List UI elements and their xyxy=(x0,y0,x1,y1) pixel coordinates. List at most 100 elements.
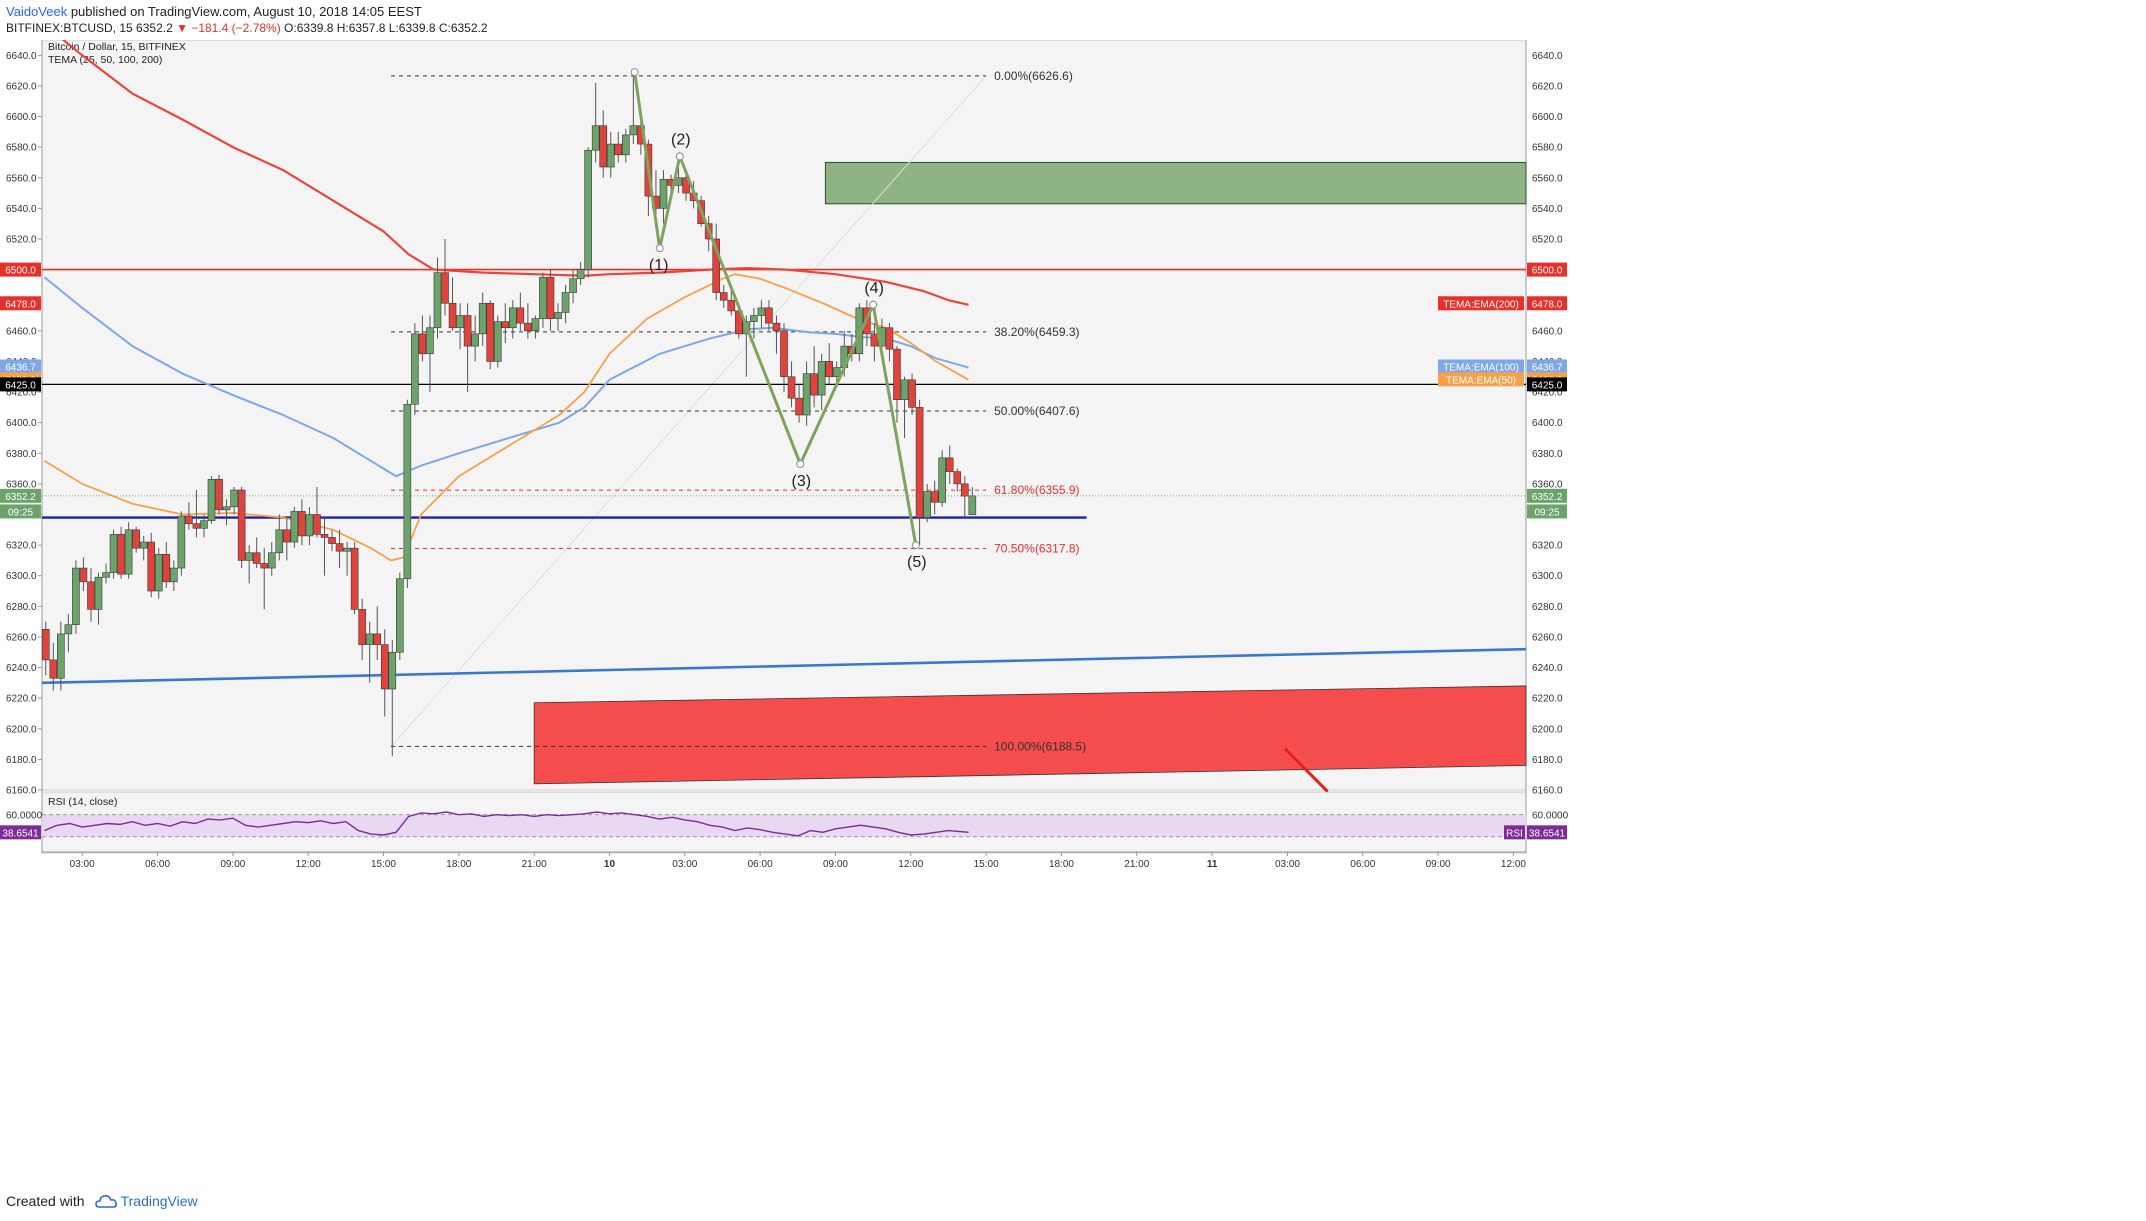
y-tick-label-left: 6180.0 xyxy=(6,755,37,766)
y-tick-label-left: 6360.0 xyxy=(6,479,37,490)
candle-bull xyxy=(411,333,419,405)
candle-bull xyxy=(426,327,434,355)
candle-bear xyxy=(727,299,736,312)
x-tick-label: 10 xyxy=(604,859,616,870)
candle-bear xyxy=(908,379,916,408)
rsi-value-badge-right-text: 38.6541 xyxy=(1529,828,1566,839)
candle-bull xyxy=(817,361,826,396)
y-tick-label-left: 6280.0 xyxy=(6,602,37,613)
y-tick-label-left: 6200.0 xyxy=(6,724,37,735)
y-tick-label-left: 6400.0 xyxy=(6,418,37,429)
candle-bull xyxy=(102,572,110,578)
y-tick-label-left: 6620.0 xyxy=(6,81,37,92)
candle-bear xyxy=(719,292,728,301)
left-price-badge xyxy=(0,377,41,392)
wave-label: (4) xyxy=(864,280,884,297)
candle-bull xyxy=(622,134,630,156)
left-price-badge xyxy=(0,504,41,519)
candle-bear xyxy=(448,302,457,329)
y-tick-label-left: 6640.0 xyxy=(6,51,37,62)
indicator-label: TEMA (25, 50, 100, 200) xyxy=(48,54,162,66)
candle-bear xyxy=(87,581,95,610)
candle-bull xyxy=(72,567,80,625)
candle-bear xyxy=(463,315,472,347)
right-price-badge xyxy=(1527,262,1567,277)
green-zone xyxy=(824,161,1527,205)
x-tick-label: 09:00 xyxy=(1426,859,1451,870)
candle-bull xyxy=(177,515,186,569)
candle-bull xyxy=(561,292,570,313)
candle-bull xyxy=(57,633,65,679)
y-tick-label-left: 6380.0 xyxy=(6,449,37,460)
wave-label: (5) xyxy=(907,554,927,571)
x-tick-label: 03:00 xyxy=(70,859,95,870)
y-tick-label-right: 6280.0 xyxy=(1532,602,1563,613)
x-tick-label: 18:00 xyxy=(446,859,471,870)
y-tick-label-right: 6420.0 xyxy=(1532,388,1563,399)
y-tick-label-left: 6420.0 xyxy=(6,388,37,399)
y-tick-label-left: 6240.0 xyxy=(6,663,37,674)
wave-label: (2) xyxy=(671,131,691,148)
y-tick-label-left: 6460.0 xyxy=(6,326,37,337)
candle-bear xyxy=(893,348,901,400)
x-tick-label: 12:00 xyxy=(898,859,923,870)
candle-bull xyxy=(109,534,118,573)
left-price-badge xyxy=(0,488,41,503)
left-price-badge-text: 6425.0 xyxy=(5,380,36,391)
candle-bull xyxy=(275,529,284,554)
x-tick-label: 15:00 xyxy=(974,859,999,870)
candle-bear xyxy=(117,534,125,575)
candle-bear xyxy=(185,515,193,524)
candle-bull xyxy=(900,379,909,400)
wave-point xyxy=(630,68,639,77)
y-tick-label-right: 6180.0 xyxy=(1532,755,1563,766)
wave-point xyxy=(911,541,920,550)
candle-bear xyxy=(546,276,555,319)
candle-bear xyxy=(960,483,969,497)
y-tick-label-right: 6640.0 xyxy=(1532,51,1563,62)
candle-bear xyxy=(930,491,939,503)
price-chart[interactable]: 6640.0 6640.0 6620.0 6620.0 6600.0 6600.0 6580… xyxy=(0,40,2146,1190)
right-price-badge xyxy=(1527,504,1567,519)
right-price-badge xyxy=(1527,377,1567,392)
candle-bear xyxy=(260,563,269,569)
x-tick-label: 12:00 xyxy=(1501,859,1526,870)
candle-bull xyxy=(923,491,931,518)
y-tick-label-right: 6540.0 xyxy=(1532,204,1563,215)
y-tick-label-right: 6600.0 xyxy=(1532,112,1563,123)
candle-bull xyxy=(245,552,253,561)
symbol-info: BITFINEX:BTCUSD, 15 6352.2 ▼ −181.4 (−2.… xyxy=(6,21,488,35)
tradingview-logo[interactable]: TradingView xyxy=(94,1193,198,1209)
footer: Created with TradingView xyxy=(6,1193,198,1209)
candle-bull xyxy=(750,315,758,322)
left-price-badge xyxy=(0,296,41,311)
candle-bear xyxy=(335,543,344,552)
ohlc-values: O:6339.8 H:6357.8 L:6339.8 C:6352.2 xyxy=(284,21,488,35)
candle-bull xyxy=(170,567,178,583)
candle-bull xyxy=(802,373,811,416)
candle-bull xyxy=(94,576,103,610)
wave-point xyxy=(796,459,805,468)
x-tick-label: 18:00 xyxy=(1049,859,1074,870)
y-tick-label-left: 6160.0 xyxy=(6,786,37,797)
rsi-value-badge-right xyxy=(1527,825,1567,840)
trendline xyxy=(41,647,1527,685)
wave-label: (1) xyxy=(649,257,669,274)
ema-tag-text: TEMA:EMA(50) xyxy=(1446,375,1516,386)
y-tick-label-right: 6380.0 xyxy=(1532,449,1563,460)
y-tick-label-left: 6320.0 xyxy=(6,541,37,552)
candle-bull xyxy=(230,489,238,508)
left-price-badge-text: 6500.0 xyxy=(5,266,36,277)
fib-label: 100.00%(6188.5) xyxy=(994,739,1086,753)
rsi-level-right: 60.0000 xyxy=(1532,811,1569,822)
x-tick-label: 03:00 xyxy=(1275,859,1300,870)
candle-bull xyxy=(64,624,73,635)
fib-label: 70.50%(6317.8) xyxy=(994,541,1079,555)
author-link[interactable]: VaidoVeek xyxy=(6,4,68,19)
red-zone xyxy=(533,685,1527,785)
x-tick-label: 03:00 xyxy=(672,859,697,870)
candle-bear xyxy=(765,307,773,324)
candle-bull xyxy=(139,541,148,549)
candle-bear xyxy=(252,552,261,564)
candle-bear xyxy=(328,537,336,544)
